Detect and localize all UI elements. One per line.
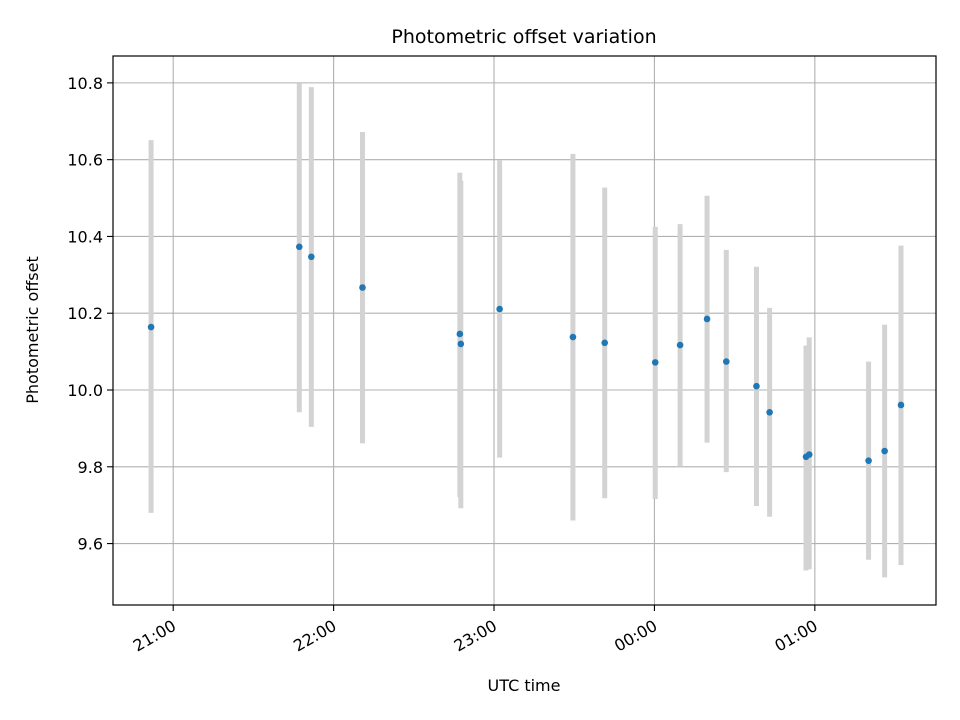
y-tick-label: 10.6	[67, 151, 103, 170]
data-point	[897, 401, 905, 409]
data-point	[881, 447, 888, 455]
x-tick-label: 01:00	[771, 616, 820, 656]
data-point	[295, 243, 303, 251]
data-point	[359, 284, 366, 291]
x-axis-label: UTC time	[488, 676, 561, 695]
point-layer	[147, 243, 905, 464]
x-tick-label: 00:00	[611, 616, 660, 656]
data-point	[457, 340, 465, 348]
y-tick-label: 10.0	[67, 381, 103, 400]
x-tick-label: 23:00	[451, 616, 500, 656]
data-point	[865, 457, 872, 464]
x-tick-label: 21:00	[130, 616, 179, 656]
y-tick-label: 10.4	[67, 227, 103, 246]
data-point	[456, 330, 464, 338]
x-tick-label: 22:00	[290, 616, 339, 656]
data-point	[766, 408, 773, 416]
chart-title: Photometric offset variation	[391, 26, 656, 48]
data-point	[805, 451, 813, 458]
y-axis-label: Photometric offset	[23, 256, 42, 404]
y-tick-label: 9.6	[78, 535, 103, 554]
grid-layer	[113, 56, 936, 605]
data-point	[753, 382, 760, 390]
data-point	[703, 315, 711, 323]
errorbar-layer	[148, 83, 904, 578]
data-point	[308, 253, 315, 261]
y-tick-label: 10.8	[67, 74, 103, 93]
y-tick-label: 10.2	[67, 304, 103, 323]
data-point	[496, 305, 503, 313]
data-point	[147, 323, 155, 331]
plot-frame	[112, 55, 937, 606]
data-point	[722, 358, 730, 365]
data-point	[601, 339, 609, 347]
data-point	[676, 341, 684, 349]
data-point	[569, 333, 577, 341]
y-tick-label: 9.8	[78, 458, 103, 477]
data-point	[651, 359, 659, 366]
